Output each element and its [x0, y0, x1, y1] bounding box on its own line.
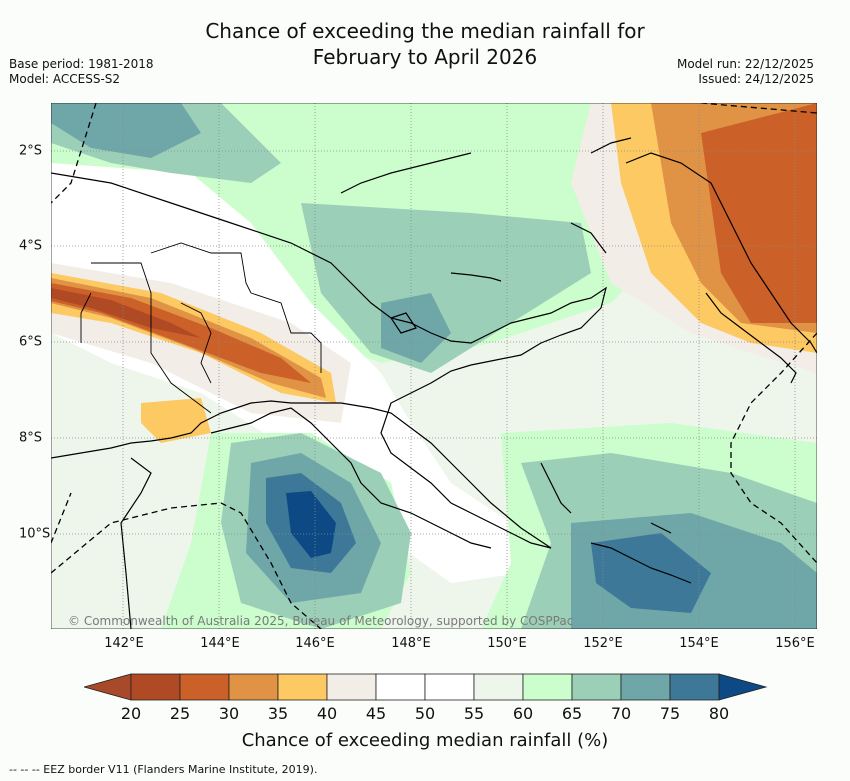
coastlines [51, 137, 817, 629]
colorbar-swatch [620, 673, 671, 701]
colorbar-swatch [228, 673, 279, 701]
base-period: Base period: 1981-2018 [9, 57, 154, 71]
colorbar-tick: 40 [316, 704, 338, 723]
eez-borders [51, 103, 817, 629]
colorbar-extend-high [718, 673, 768, 701]
lon-label-148: 148°E [391, 636, 431, 651]
colorbar-extend-low [84, 673, 132, 701]
colorbar-tick: 45 [365, 704, 387, 723]
colorbar-tick: 25 [169, 704, 191, 723]
eez-legend-note: -- -- -- EEZ border V11 (Flanders Marine… [9, 763, 318, 776]
zone-35-40-southwest [141, 398, 211, 443]
lat-label-4s: 4°S [19, 238, 43, 254]
colorbar-tick: 80 [708, 704, 730, 723]
title-line-2: February to April 2026 [312, 45, 538, 69]
lon-label-144: 144°E [200, 636, 240, 651]
colorbar-swatch [326, 673, 377, 701]
zone-over-80-south [286, 491, 336, 558]
colorbar [84, 673, 768, 701]
colorbar-tick: 20 [120, 704, 142, 723]
colorbar-tick: 50 [414, 704, 436, 723]
zone-65-70-central [301, 203, 591, 373]
colorbar-swatch [179, 673, 230, 701]
model-name: Model: ACCESS-S2 [9, 72, 121, 86]
meta-right: Model run: 22/12/2025 Issued: 24/12/2025 [677, 57, 814, 87]
meta-left: Base period: 1981-2018 Model: ACCESS-S2 [9, 57, 154, 87]
copyright-notice: © Commonwealth of Australia 2025, Bureau… [68, 614, 574, 628]
map-title: Chance of exceeding the median rainfall … [0, 18, 850, 70]
colorbar-swatch [473, 673, 524, 701]
colorbar-tick: 70 [610, 704, 632, 723]
lon-label-152: 152°E [583, 636, 623, 651]
title-line-1: Chance of exceeding the median rainfall … [205, 19, 645, 43]
lat-label-10s: 10°S [19, 526, 51, 542]
colorbar-swatch [375, 673, 426, 701]
lon-label-146: 146°E [295, 636, 335, 651]
colorbar-tick: 30 [218, 704, 240, 723]
colorbar-label: Chance of exceeding median rainfall (%) [241, 730, 609, 751]
province-borders [80, 242, 322, 414]
lat-label-8s: 8°S [19, 430, 43, 446]
issued-date: Issued: 24/12/2025 [698, 72, 814, 86]
colorbar-swatch [277, 673, 328, 701]
colorbar-tick: 75 [659, 704, 681, 723]
zone-20-25-west [51, 288, 201, 338]
model-run: Model run: 22/12/2025 [676, 57, 814, 71]
zone-25-30-east [701, 103, 817, 323]
colorbar-tick: 35 [267, 704, 289, 723]
lat-label-6s: 6°S [19, 334, 43, 350]
rainfall-map [51, 103, 817, 629]
colorbar-swatch [130, 673, 181, 701]
lon-label-156: 156°E [775, 636, 815, 651]
colorbar-swatch [522, 673, 573, 701]
lon-label-150: 150°E [487, 636, 527, 651]
lat-label-2s: 2°S [19, 143, 43, 159]
colorbar-tick: 65 [561, 704, 583, 723]
colorbar-swatch [424, 673, 475, 701]
colorbar-tick: 55 [463, 704, 485, 723]
zone-70-75-north [51, 103, 201, 158]
lon-label-142: 142°E [104, 636, 144, 651]
lon-label-154: 154°E [679, 636, 719, 651]
colorbar-tick: 60 [512, 704, 534, 723]
colorbar-swatch [669, 673, 720, 701]
colorbar-swatch [571, 673, 622, 701]
